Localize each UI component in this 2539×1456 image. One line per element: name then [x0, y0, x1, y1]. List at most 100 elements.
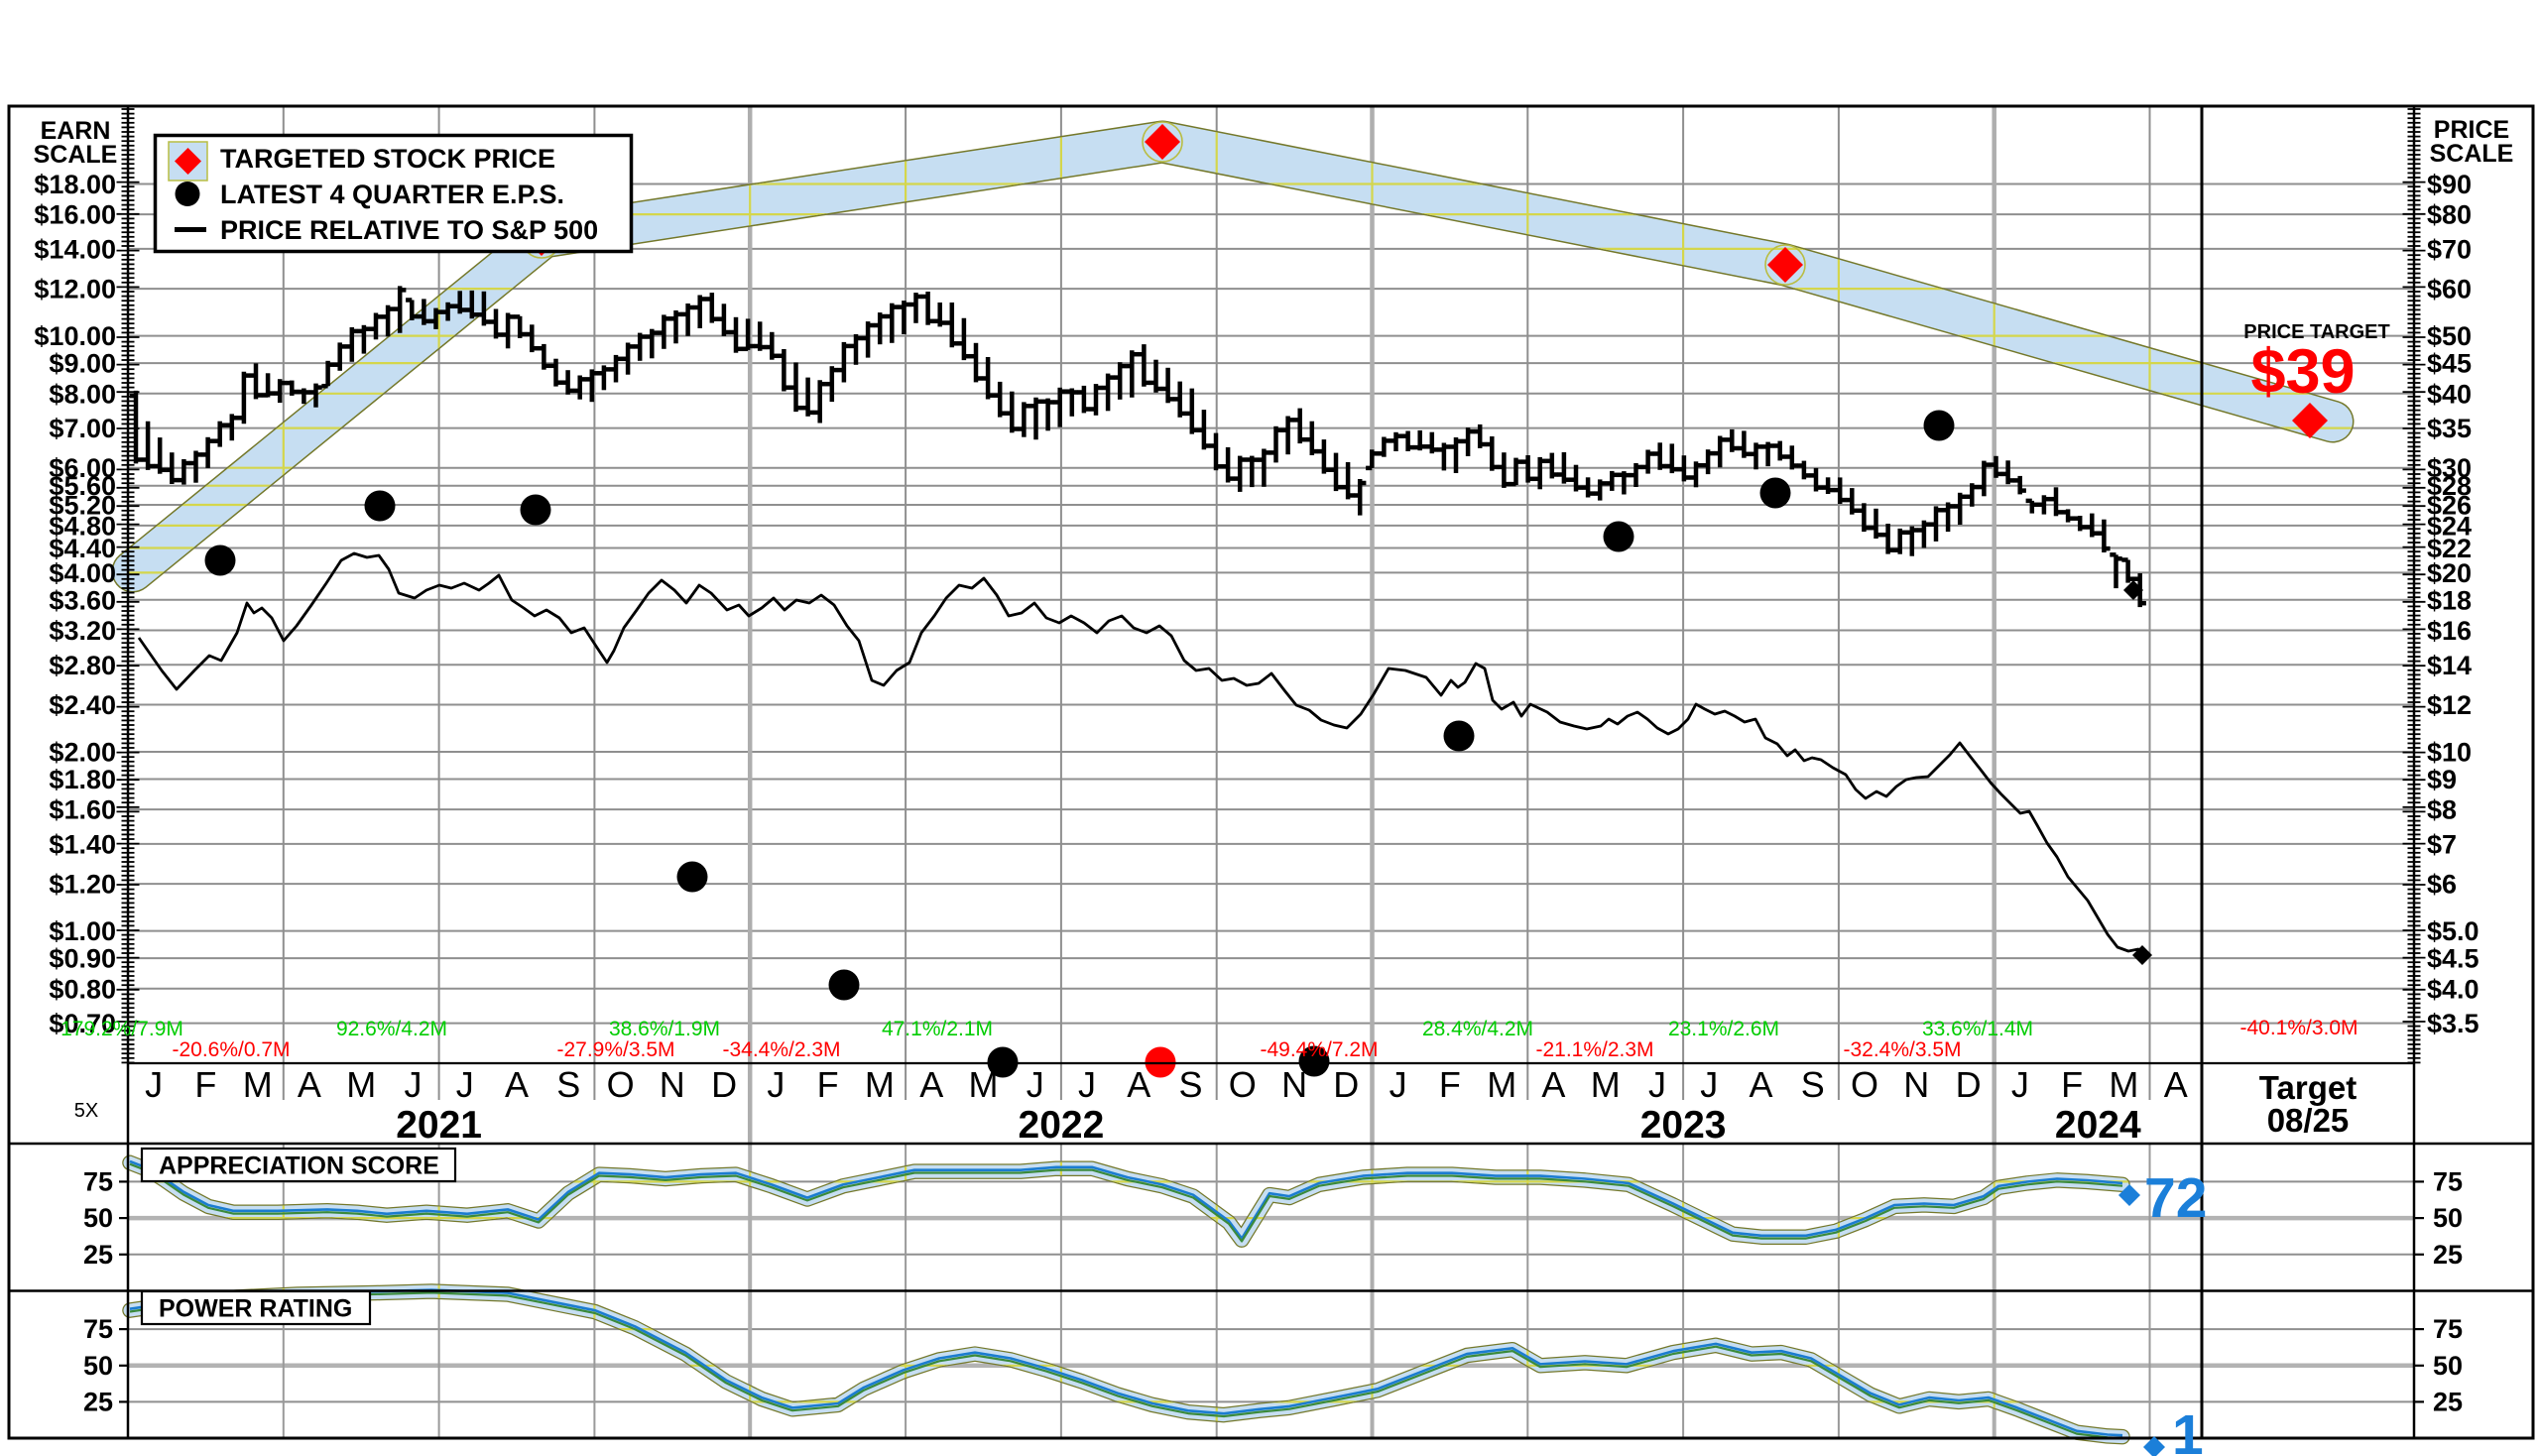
- svg-text:$18.00: $18.00: [34, 170, 116, 199]
- svg-text:A: A: [1541, 1064, 1565, 1105]
- svg-text:F: F: [817, 1064, 839, 1105]
- svg-text:O: O: [1229, 1064, 1257, 1105]
- svg-text:$20: $20: [2427, 558, 2472, 588]
- svg-text:J: J: [1700, 1064, 1718, 1105]
- svg-text:$7.00: $7.00: [49, 414, 116, 443]
- svg-text:75: 75: [2433, 1166, 2463, 1196]
- svg-text:D: D: [1333, 1064, 1359, 1105]
- svg-text:$16.00: $16.00: [34, 200, 116, 230]
- svg-text:TARGETED STOCK PRICE: TARGETED STOCK PRICE: [220, 144, 555, 174]
- svg-text:$4.5: $4.5: [2427, 944, 2479, 974]
- svg-text:$1.80: $1.80: [49, 765, 116, 794]
- svg-text:$2.00: $2.00: [49, 738, 116, 768]
- svg-text:$12: $12: [2427, 690, 2472, 720]
- svg-text:$4.80: $4.80: [49, 511, 116, 541]
- svg-text:$1.40: $1.40: [49, 829, 116, 859]
- svg-text:S: S: [1801, 1064, 1825, 1105]
- svg-text:J: J: [456, 1064, 474, 1105]
- svg-text:N: N: [1903, 1064, 1929, 1105]
- svg-text:$90: $90: [2427, 170, 2472, 199]
- svg-text:N: N: [1281, 1064, 1307, 1105]
- svg-text:5X: 5X: [74, 1100, 98, 1122]
- svg-text:S: S: [556, 1064, 580, 1105]
- svg-text:A: A: [2164, 1064, 2188, 1105]
- svg-text:$5.20: $5.20: [49, 491, 116, 521]
- svg-text:$4.40: $4.40: [49, 534, 116, 563]
- svg-text:-21.1%/2.3M: -21.1%/2.3M: [1535, 1038, 1653, 1061]
- svg-text:$28: $28: [2427, 471, 2472, 501]
- svg-text:28.4%/4.2M: 28.4%/4.2M: [1422, 1018, 1533, 1040]
- svg-text:25: 25: [2433, 1387, 2463, 1416]
- svg-text:50: 50: [83, 1203, 113, 1233]
- svg-text:$18: $18: [2427, 585, 2472, 615]
- svg-text:SCALE: SCALE: [34, 141, 118, 169]
- svg-text:08/25: 08/25: [2267, 1102, 2350, 1139]
- svg-text:M: M: [969, 1064, 999, 1105]
- svg-text:$3.60: $3.60: [49, 585, 116, 615]
- svg-text:25: 25: [2433, 1240, 2463, 1270]
- svg-text:$9.00: $9.00: [49, 349, 116, 379]
- svg-text:EARN: EARN: [41, 117, 111, 145]
- svg-text:M: M: [1591, 1064, 1621, 1105]
- svg-text:$10.00: $10.00: [34, 321, 116, 351]
- svg-text:33.6%/1.4M: 33.6%/1.4M: [1922, 1018, 2033, 1040]
- svg-text:J: J: [145, 1064, 163, 1105]
- svg-text:$9: $9: [2427, 765, 2457, 794]
- svg-text:$60: $60: [2427, 275, 2472, 304]
- svg-text:A: A: [505, 1064, 529, 1105]
- svg-text:-34.4%/2.3M: -34.4%/2.3M: [722, 1038, 840, 1061]
- svg-text:$16: $16: [2427, 616, 2472, 646]
- svg-text:179.2%/7.9M: 179.2%/7.9M: [60, 1018, 183, 1040]
- svg-text:$45: $45: [2427, 349, 2472, 379]
- svg-text:$4.00: $4.00: [49, 558, 116, 588]
- svg-text:$8.00: $8.00: [49, 379, 116, 409]
- svg-text:J: J: [767, 1064, 785, 1105]
- svg-text:A: A: [1127, 1064, 1150, 1105]
- svg-text:$0.80: $0.80: [49, 974, 116, 1004]
- svg-text:$24: $24: [2427, 511, 2472, 541]
- svg-text:$10: $10: [2427, 738, 2472, 768]
- svg-text:92.6%/4.2M: 92.6%/4.2M: [336, 1018, 447, 1040]
- svg-text:25: 25: [83, 1387, 113, 1416]
- svg-text:$30: $30: [2427, 453, 2472, 483]
- svg-text:D: D: [1956, 1064, 1982, 1105]
- svg-text:J: J: [1078, 1064, 1096, 1105]
- svg-text:$7: $7: [2427, 829, 2457, 859]
- svg-text:$1.20: $1.20: [49, 870, 116, 900]
- svg-text:LATEST 4 QUARTER E.P.S.: LATEST 4 QUARTER E.P.S.: [220, 180, 564, 209]
- svg-text:-40.1%/3.0M: -40.1%/3.0M: [2239, 1017, 2358, 1039]
- svg-text:75: 75: [83, 1314, 113, 1344]
- svg-text:$35: $35: [2427, 414, 2472, 443]
- svg-text:50: 50: [2433, 1203, 2463, 1233]
- svg-text:$2.40: $2.40: [49, 690, 116, 720]
- svg-text:J: J: [1648, 1064, 1666, 1105]
- svg-text:F: F: [194, 1064, 216, 1105]
- svg-text:$40: $40: [2427, 379, 2472, 409]
- svg-text:1: 1: [2172, 1403, 2204, 1456]
- svg-text:J: J: [1390, 1064, 1407, 1105]
- svg-text:J: J: [1027, 1064, 1044, 1105]
- svg-text:$80: $80: [2427, 200, 2472, 230]
- svg-text:J: J: [405, 1064, 423, 1105]
- svg-text:PRICE TARGET: PRICE TARGET: [2243, 321, 2389, 343]
- svg-text:47.1%/2.1M: 47.1%/2.1M: [882, 1018, 993, 1040]
- svg-text:F: F: [2061, 1064, 2083, 1105]
- svg-text:75: 75: [2433, 1314, 2463, 1344]
- svg-text:$3.20: $3.20: [49, 616, 116, 646]
- svg-text:M: M: [1487, 1064, 1516, 1105]
- svg-text:SCALE: SCALE: [2430, 140, 2514, 168]
- svg-text:M: M: [346, 1064, 376, 1105]
- svg-text:A: A: [1749, 1064, 1772, 1105]
- svg-text:$5.60: $5.60: [49, 471, 116, 501]
- svg-text:25: 25: [83, 1240, 113, 1270]
- svg-text:75: 75: [83, 1166, 113, 1196]
- svg-text:-27.9%/3.5M: -27.9%/3.5M: [556, 1038, 674, 1061]
- svg-text:J: J: [2011, 1064, 2029, 1105]
- svg-text:$4.0: $4.0: [2427, 974, 2479, 1004]
- svg-text:$70: $70: [2427, 234, 2472, 264]
- svg-text:72: 72: [2144, 1166, 2207, 1230]
- svg-text:-32.4%/3.5M: -32.4%/3.5M: [1843, 1038, 1961, 1061]
- svg-text:PRICE RELATIVE TO S&P 500: PRICE RELATIVE TO S&P 500: [220, 215, 598, 245]
- svg-text:$50: $50: [2427, 321, 2472, 351]
- svg-text:$3.5: $3.5: [2427, 1009, 2479, 1038]
